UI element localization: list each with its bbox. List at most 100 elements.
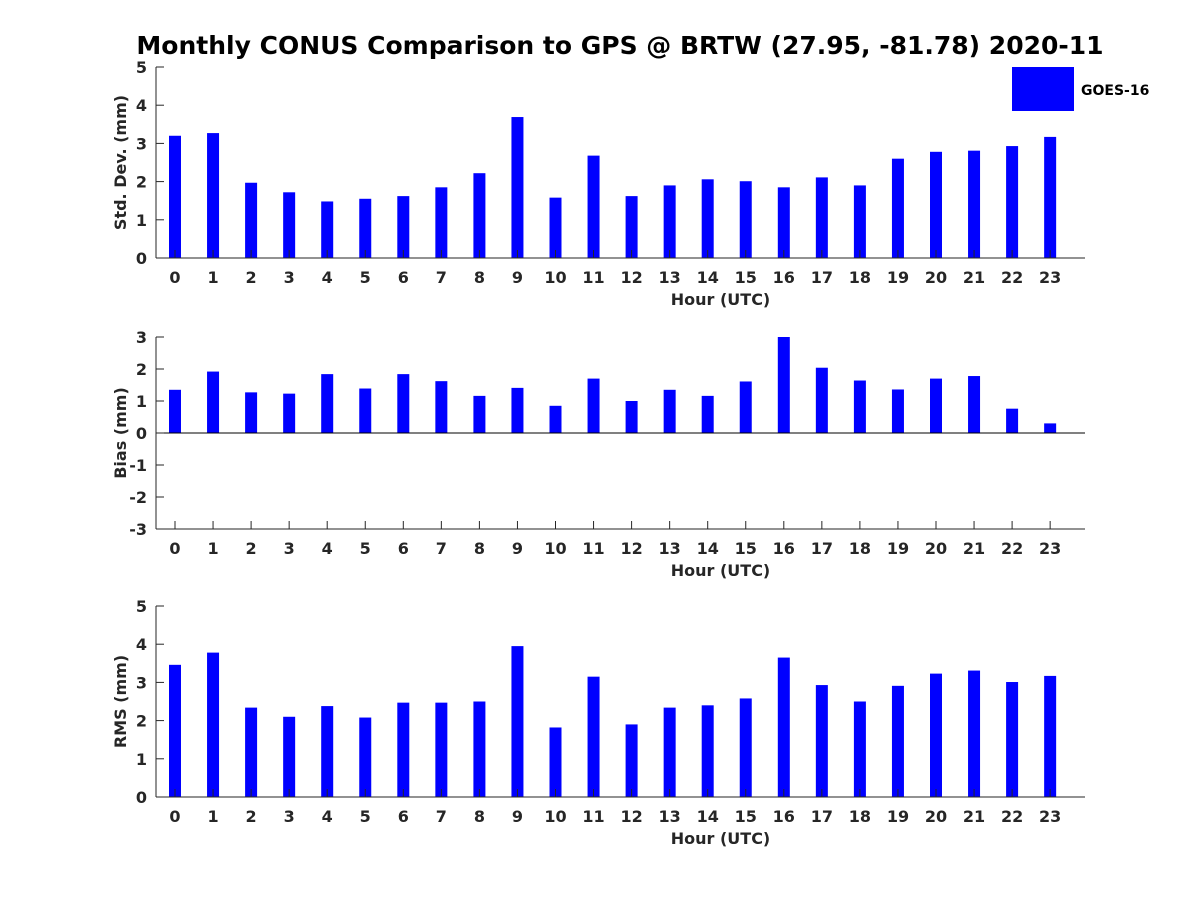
x-tick-label: 19: [887, 807, 909, 826]
x-tick-label: 22: [1001, 268, 1023, 287]
bar-rms-hour-20: [930, 673, 942, 797]
x-tick-label: 10: [544, 807, 566, 826]
x-tick-label: 3: [284, 268, 295, 287]
bar-bias-hour-14: [701, 395, 714, 433]
y-tick-label: 5: [136, 597, 147, 616]
x-tick-label: 0: [169, 807, 180, 826]
bar-bias-hour-0: [169, 389, 181, 433]
x-tick-label: 20: [925, 268, 947, 287]
bar-rms-hour-5: [359, 717, 372, 797]
bar-rms-hour-1: [207, 652, 220, 797]
bar-rms-hour-15: [739, 698, 752, 797]
x-tick-label: 20: [925, 807, 947, 826]
x-tick-label: 7: [436, 539, 447, 558]
x-tick-label: 8: [474, 539, 485, 558]
bar-rms-hour-12: [625, 724, 638, 797]
x-tick-label: 2: [246, 807, 257, 826]
x-tick-label: 21: [963, 539, 985, 558]
bar-rms-hour-7: [435, 702, 448, 797]
x-tick-label: 11: [582, 539, 604, 558]
bar-std-dev-hour-14: [701, 179, 714, 258]
bar-bias-hour-6: [397, 374, 410, 433]
x-tick-label: 2: [246, 539, 257, 558]
bar-std-dev-hour-0: [169, 135, 181, 258]
bar-bias-hour-2: [245, 392, 258, 433]
y-tick-label: 0: [136, 788, 147, 807]
x-tick-label: 13: [659, 539, 681, 558]
bar-bias-hour-21: [968, 376, 981, 433]
bar-std-dev-hour-15: [739, 181, 752, 258]
x-tick-label: 8: [474, 807, 485, 826]
bar-rms-hour-3: [283, 716, 296, 797]
bar-bias-hour-22: [1006, 408, 1019, 433]
bar-rms-hour-21: [968, 670, 981, 797]
bar-std-dev-hour-11: [587, 155, 600, 258]
y-tick-label: 0: [136, 249, 147, 268]
bar-bias-hour-1: [207, 371, 220, 433]
x-tick-label: 6: [398, 268, 409, 287]
x-tick-label: 14: [697, 268, 719, 287]
bar-std-dev-hour-20: [930, 151, 942, 258]
y-tick-label: 2: [136, 360, 147, 379]
bar-bias-hour-15: [739, 381, 752, 433]
bar-bias-hour-13: [663, 389, 676, 433]
bar-rms-hour-14: [701, 705, 714, 797]
x-tick-label: 5: [360, 807, 371, 826]
bar-rms-hour-16: [777, 657, 790, 797]
bar-std-dev-hour-12: [625, 196, 638, 258]
y-tick-label: 1: [136, 750, 147, 769]
x-tick-label: 4: [322, 268, 333, 287]
bar-std-dev-hour-23: [1044, 136, 1057, 258]
bar-bias-hour-17: [815, 367, 828, 433]
bar-rms-hour-13: [663, 707, 676, 797]
bar-bias-hour-18: [853, 380, 866, 433]
y-tick-label: 3: [136, 328, 147, 347]
x-tick-label: 1: [207, 539, 218, 558]
x-tick-label: 19: [887, 268, 909, 287]
bar-std-dev-hour-6: [397, 196, 410, 258]
x-axis-label: Hour (UTC): [671, 829, 771, 848]
x-tick-label: 7: [436, 807, 447, 826]
x-tick-label: 4: [322, 539, 333, 558]
bar-std-dev-hour-9: [511, 117, 524, 259]
bar-std-dev-hour-10: [549, 197, 562, 258]
bar-std-dev-hour-13: [663, 185, 676, 258]
x-tick-label: 15: [735, 539, 757, 558]
legend-swatch: [1012, 67, 1074, 111]
bar-std-dev-hour-3: [283, 192, 296, 258]
x-tick-label: 5: [360, 539, 371, 558]
bar-bias-hour-11: [587, 378, 600, 433]
y-tick-label: 2: [136, 712, 147, 731]
x-axis-label: Hour (UTC): [671, 290, 771, 309]
x-tick-label: 5: [360, 268, 371, 287]
y-axis-label: RMS (mm): [111, 655, 130, 748]
legend-label: GOES-16: [1081, 83, 1149, 99]
x-tick-label: 14: [697, 807, 719, 826]
y-tick-label: 4: [136, 96, 147, 115]
x-tick-label: 9: [512, 268, 523, 287]
x-tick-label: 3: [284, 539, 295, 558]
bar-bias-hour-3: [283, 393, 296, 433]
x-tick-label: 16: [773, 539, 795, 558]
bar-std-dev-hour-21: [968, 150, 981, 258]
x-tick-label: 13: [659, 807, 681, 826]
x-tick-label: 23: [1039, 807, 1061, 826]
x-tick-label: 22: [1001, 539, 1023, 558]
legend: GOES-16: [1012, 67, 1149, 111]
x-tick-label: 23: [1039, 539, 1061, 558]
y-tick-label: 3: [136, 134, 147, 153]
bar-bias-hour-7: [435, 381, 448, 433]
x-tick-label: 18: [849, 268, 871, 287]
x-tick-label: 1: [207, 268, 218, 287]
x-tick-label: 12: [620, 807, 642, 826]
x-tick-label: 9: [512, 807, 523, 826]
x-tick-label: 9: [512, 539, 523, 558]
x-tick-label: 2: [246, 268, 257, 287]
bar-rms-hour-11: [587, 676, 600, 797]
x-tick-label: 17: [811, 268, 833, 287]
y-tick-label: 1: [136, 392, 147, 411]
bar-std-dev-hour-1: [207, 133, 220, 258]
